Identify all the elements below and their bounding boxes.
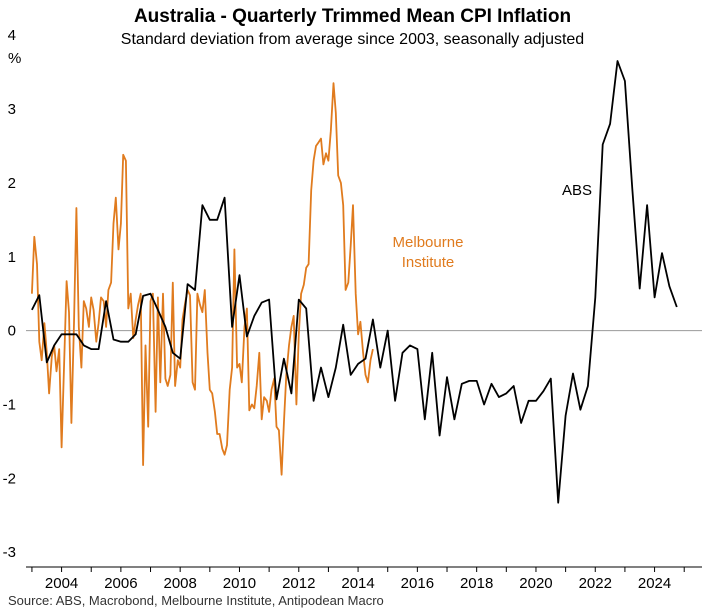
x-axis: 2004 2006 2008 2010 2012 2014 2016 2018 2020 2022… bbox=[31, 567, 685, 592]
melbourne-institute-series-line bbox=[31, 82, 374, 476]
y-axis-label: % bbox=[8, 50, 21, 67]
series-group bbox=[31, 60, 678, 504]
chart-title: Australia - Quarterly Trimmed Mean CPI I… bbox=[133, 6, 572, 27]
abs-series-label: ABS bbox=[562, 182, 592, 199]
chart-subtitle: Standard deviation from average since 20… bbox=[120, 31, 585, 48]
source-note: Source: ABS, Macrobond, Melbourne Instit… bbox=[8, 593, 384, 608]
y-tick-label: 0 bbox=[8, 323, 16, 340]
x-tick-label: 2020 bbox=[519, 575, 552, 592]
x-tick-label: 2022 bbox=[579, 575, 612, 592]
x-tick-label: 2016 bbox=[401, 575, 434, 592]
y-tick-label: 3 bbox=[8, 101, 16, 118]
y-tick-label: -3 bbox=[3, 544, 16, 561]
x-tick-label: 2004 bbox=[45, 575, 78, 592]
y-tick-label: 1 bbox=[8, 249, 16, 266]
melbourne-institute-label-line1: Melbourne bbox=[393, 234, 464, 251]
y-tick-label: -1 bbox=[3, 396, 16, 413]
x-tick-label: 2006 bbox=[104, 575, 137, 592]
x-tick-label: 2014 bbox=[341, 575, 374, 592]
x-tick-label: 2008 bbox=[163, 575, 196, 592]
x-tick-label: 2010 bbox=[223, 575, 256, 592]
y-tick-label: 4 bbox=[8, 27, 16, 44]
x-tick-label: 2012 bbox=[282, 575, 315, 592]
y-tick-label: -2 bbox=[3, 470, 16, 487]
y-tick-label: 2 bbox=[8, 175, 16, 192]
x-tick-label: 2024 bbox=[638, 575, 671, 592]
y-axis: 4 3 2 1 0 -1 -2 -3 bbox=[3, 27, 16, 561]
melbourne-institute-label-line2: Institute bbox=[402, 254, 455, 271]
abs-series-line bbox=[31, 60, 678, 504]
x-tick-label: 2018 bbox=[460, 575, 493, 592]
